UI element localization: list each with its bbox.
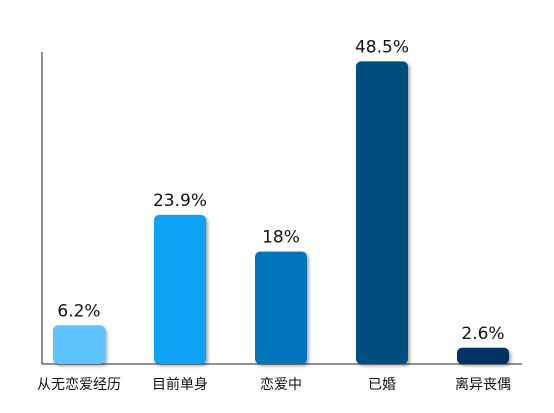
x-tick-label: 目前单身 [152,376,208,393]
x-tick-label: 离异丧偶 [455,376,511,393]
value-label: 6.2% [57,301,100,321]
bar [255,251,307,364]
value-label: 2.6% [461,324,504,344]
bar [356,61,408,365]
bar [457,347,509,364]
value-label: 18% [262,228,300,248]
x-tick-label: 已婚 [368,377,396,393]
x-tick-label: 从无恋爱经历 [37,376,121,393]
value-label: 48.5% [355,37,409,57]
value-label: 23.9% [153,191,207,211]
x-tick-label: 恋爱中 [260,376,302,393]
bar [154,214,206,364]
bar [53,325,105,364]
